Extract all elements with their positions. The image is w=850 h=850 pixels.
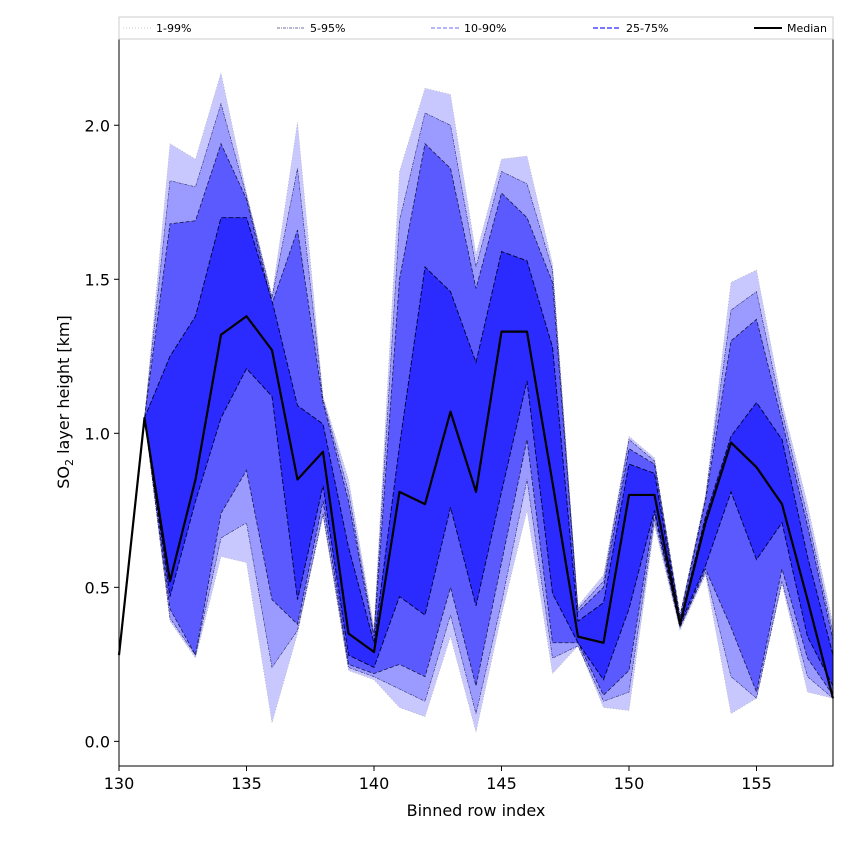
band-25-75pct: [119, 217, 833, 686]
y-tick-label: 1.5: [85, 270, 110, 289]
y-axis-ticks: 0.0 0.5 1.0 1.5 2.0: [85, 116, 119, 751]
x-tick-label: 150: [614, 774, 645, 793]
x-tick-label: 130: [104, 774, 135, 793]
band-1-99pct-lower-line: [118, 417, 834, 733]
percentile-bands: [118, 72, 834, 733]
x-tick-label: 140: [359, 774, 390, 793]
band-25-75pct-lower-line: [118, 367, 834, 687]
x-axis-label: Binned row index: [407, 801, 546, 820]
band-25-75pct-upper-line: [118, 217, 834, 656]
y-tick-label: 0.5: [85, 578, 110, 597]
legend-box: [118, 16, 834, 40]
legend-label-10-90pct: 10-90%: [464, 22, 506, 35]
median-line: [117, 315, 835, 699]
y-tick-label: 0.0: [85, 732, 110, 751]
band-5-95pct-upper-line: [118, 102, 834, 656]
legend-label-1-99pct: 1-99%: [156, 22, 191, 35]
legend-label-Median: Median: [787, 22, 827, 35]
x-tick-label: 135: [231, 774, 262, 793]
y-tick-label: 2.0: [85, 116, 110, 135]
legend: 1-99% 5-95% 10-90% 25-75% Median: [118, 16, 834, 40]
x-tick-label: 145: [486, 774, 517, 793]
band-1-99pct-upper-line: [118, 72, 834, 656]
median-series: [117, 315, 835, 699]
x-tick-label: 155: [741, 774, 772, 793]
legend-label-25-75pct: 25-75%: [626, 22, 668, 35]
x-axis-ticks: 130 135 140 145 150 155: [104, 766, 772, 793]
band-5-95pct-lower-line: [118, 417, 834, 714]
legend-label-5-95pct: 5-95%: [310, 22, 345, 35]
band-10-90pct-upper-line: [118, 142, 834, 656]
y-axis-label: SO2 layer height [km]: [54, 315, 76, 488]
band-10-90pct-lower-line: [118, 417, 834, 696]
y-tick-label: 1.0: [85, 424, 110, 443]
